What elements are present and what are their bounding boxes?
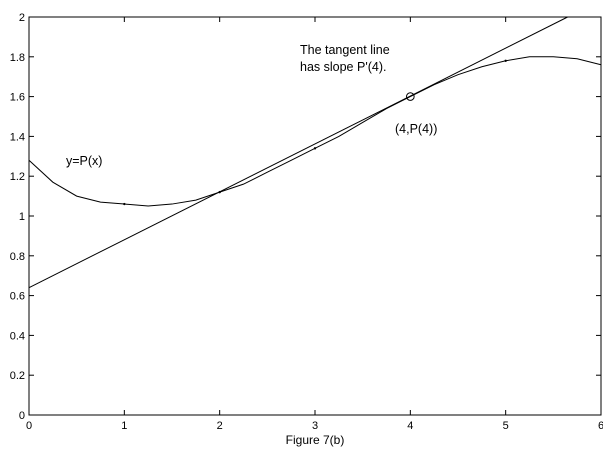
x-tick-label: 3 (312, 420, 318, 432)
y-tick-label: 0 (19, 410, 25, 422)
x-tick-label: 1 (121, 420, 127, 432)
data-point (504, 59, 507, 62)
x-tick-label: 0 (26, 420, 32, 432)
data-points (123, 59, 507, 206)
plot-area-frame (28, 16, 602, 416)
y-axis: 0 0.2 0.4 0.6 0.8 1 1.2 1.4 1.6 1.8 2 (10, 12, 601, 422)
y-tick-label: 2 (19, 12, 25, 24)
marked-point (406, 92, 415, 101)
x-tick-label: 6 (598, 420, 603, 432)
series-label-curve: y=P(x) (66, 154, 102, 168)
y-tick-label: 1.4 (10, 131, 25, 143)
series-tangent-line (28, 16, 568, 289)
x-tick-label: 2 (217, 420, 223, 432)
y-tick-label: 1.8 (10, 52, 25, 64)
x-tick-label: 4 (407, 420, 413, 432)
y-tick-label: 1 (19, 211, 25, 223)
annotation-tangent-line2: has slope P'(4). (300, 60, 386, 74)
x-axis-label: Figure 7(b) (286, 433, 345, 447)
y-tick-label: 0.4 (10, 330, 25, 342)
data-point (313, 147, 317, 150)
data-point (123, 202, 126, 206)
y-tick-label: 0.2 (10, 370, 25, 382)
y-tick-label: 1.6 (10, 92, 25, 104)
x-axis: 0 1 2 3 4 5 6 (26, 17, 603, 432)
annotation-tangent-line1: The tangent line (300, 43, 390, 57)
annotation-marked-point: (4,P(4)) (395, 122, 437, 136)
y-tick-label: 0.8 (10, 251, 25, 263)
y-tick-label: 0.6 (10, 291, 25, 303)
x-tick-label: 5 (503, 420, 509, 432)
y-tick-label: 1.2 (10, 171, 25, 183)
data-point (218, 190, 221, 194)
